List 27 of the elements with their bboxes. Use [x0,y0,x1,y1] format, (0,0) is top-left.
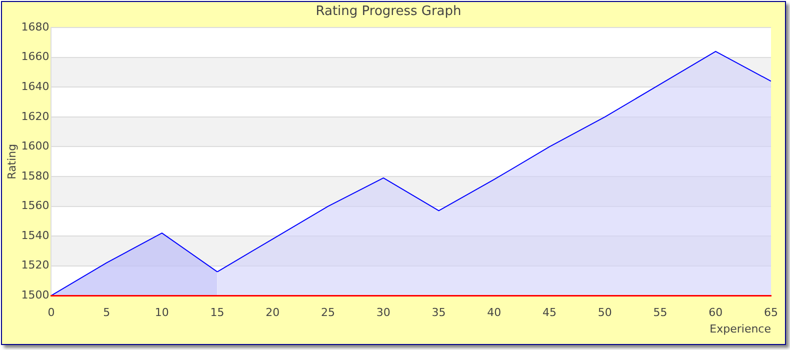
y-tick-label: 1660 [21,50,50,64]
x-tick-label: 45 [542,306,557,320]
x-tick-label: 20 [266,306,280,320]
y-tick-label: 1500 [21,288,50,302]
y-tick-label: 1640 [21,80,50,94]
x-tick-label: 30 [376,306,390,320]
y-tick-label: 1600 [21,140,50,153]
x-tick-label: 10 [154,306,169,320]
y-tick-label: 1620 [21,110,50,123]
x-tick-label: 50 [598,306,612,320]
x-tick-label: 55 [653,306,668,320]
x-tick-label: 60 [708,306,723,320]
x-tick-label: 25 [321,306,336,320]
y-axis-title: Rating [5,144,18,180]
x-tick-label: 15 [210,306,224,320]
x-axis-title: Experience [710,322,772,336]
x-tick-label: 40 [487,306,502,320]
y-tick-label: 1560 [21,199,50,212]
y-tick-label: 1520 [21,258,50,272]
y-tick-label: 1580 [21,169,50,182]
x-tick-label: 5 [103,306,110,320]
chart-title: Rating Progress Graph [316,4,462,20]
x-tick-label: 0 [48,306,55,320]
x-tick-label: 65 [764,306,778,320]
y-tick-label: 1680 [21,20,50,34]
y-tick-label: 1540 [21,228,50,242]
x-tick-label: 35 [432,306,446,320]
